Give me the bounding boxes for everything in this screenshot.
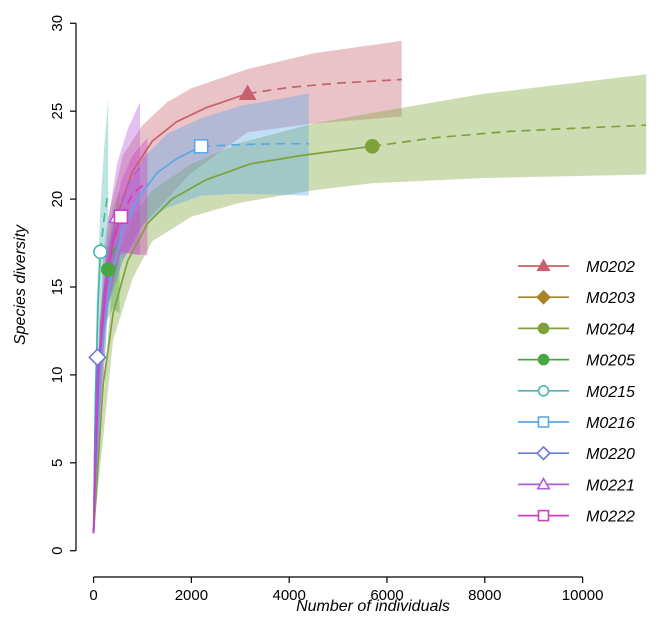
- y-tick-label: 20: [49, 191, 66, 208]
- line-m0216-extrapolated: [201, 142, 309, 148]
- legend-item-m0216: M0216: [518, 415, 635, 432]
- legend-label-m0220: M0220: [586, 446, 635, 463]
- legend-label-m0216: M0216: [586, 415, 635, 432]
- legend-item-m0203: M0203: [518, 289, 635, 307]
- x-tick-label: 6000: [370, 587, 403, 604]
- band-m0205: [93, 190, 120, 534]
- legend-label-m0202: M0202: [586, 259, 635, 276]
- y-axis-title: Species diversity: [12, 224, 29, 345]
- band-m0204: [93, 74, 647, 534]
- legend-item-m0215: M0215: [518, 384, 635, 401]
- point-m0204: [365, 139, 380, 154]
- point-m0222: [113, 209, 129, 224]
- point-m0220: [88, 348, 107, 367]
- legend-marker-m0202: [536, 258, 551, 272]
- observed-markers: [88, 84, 380, 367]
- legend-marker-m0205: [537, 353, 550, 366]
- x-tick-label: 4000: [273, 587, 306, 604]
- x-axis-ticks: 0 2000 4000 6000 8000 10000: [89, 577, 603, 604]
- legend-label-m0205: M0205: [586, 353, 635, 370]
- legend-label-m0221: M0221: [586, 477, 635, 494]
- legend-marker-m0216: [537, 416, 550, 428]
- x-tick-label: 10000: [562, 587, 604, 604]
- band-m0221: [93, 102, 140, 534]
- point-m0216: [193, 139, 209, 154]
- line-m0222-interpolated: [92, 216, 122, 534]
- legend-marker-m0220: [536, 445, 551, 461]
- series-lines: [92, 78, 647, 534]
- band-m0222: [93, 137, 148, 534]
- legend-label-m0222: M0222: [586, 509, 635, 526]
- x-tick-label: 8000: [468, 587, 501, 604]
- axes: 0 2000 4000 6000 8000 10000 0 5 10 15 20 25 30: [49, 15, 603, 604]
- line-m0204-extrapolated: [372, 124, 647, 148]
- y-axis-ticks: 0 5 10 15 20 25 30: [49, 15, 76, 555]
- x-tick-label: 2000: [175, 587, 208, 604]
- legend-marker-m0215: [537, 384, 550, 397]
- legend-item-m0202: M0202: [518, 258, 635, 276]
- legend-marker-m0222: [537, 509, 550, 522]
- legend-label-m0203: M0203: [586, 290, 635, 307]
- legend-item-m0222: M0222: [518, 509, 635, 526]
- legend: M0202 M0203 M0204 M0205 M0215 M0216 M0220 M0221…: [518, 258, 635, 526]
- legend-item-m0221: M0221: [518, 477, 635, 494]
- legend-marker-m0203: [536, 289, 551, 305]
- y-tick-label: 15: [49, 279, 66, 296]
- point-m0202: [238, 84, 257, 101]
- legend-marker-m0204: [537, 322, 550, 335]
- legend-item-m0220: M0220: [518, 445, 635, 463]
- legend-label-m0215: M0215: [586, 384, 635, 401]
- legend-marker-m0221: [536, 477, 551, 490]
- point-m0205: [100, 262, 116, 277]
- point-m0215: [93, 244, 108, 260]
- legend-item-m0204: M0204: [518, 321, 635, 338]
- line-m0202-extrapolated: [247, 78, 402, 95]
- line-m0215-extrapolated: [99, 191, 110, 252]
- confidence-bands: [93, 40, 647, 534]
- y-tick-label: 25: [49, 103, 66, 120]
- y-tick-label: 30: [49, 15, 66, 32]
- y-tick-label: 0: [49, 547, 66, 555]
- legend-label-m0204: M0204: [586, 321, 635, 338]
- x-tick-label: 0: [89, 587, 97, 604]
- band-m0216: [93, 93, 309, 534]
- x-axis-title: Number of individuals: [296, 598, 450, 615]
- line-m0204-interpolated: [92, 145, 373, 534]
- y-tick-label: 10: [49, 367, 66, 384]
- line-m0221-extrapolated: [116, 166, 141, 217]
- line-m0222-extrapolated: [120, 180, 148, 218]
- y-tick-label: 5: [49, 459, 66, 467]
- line-m0216-interpolated: [92, 145, 202, 534]
- legend-item-m0205: M0205: [518, 353, 635, 370]
